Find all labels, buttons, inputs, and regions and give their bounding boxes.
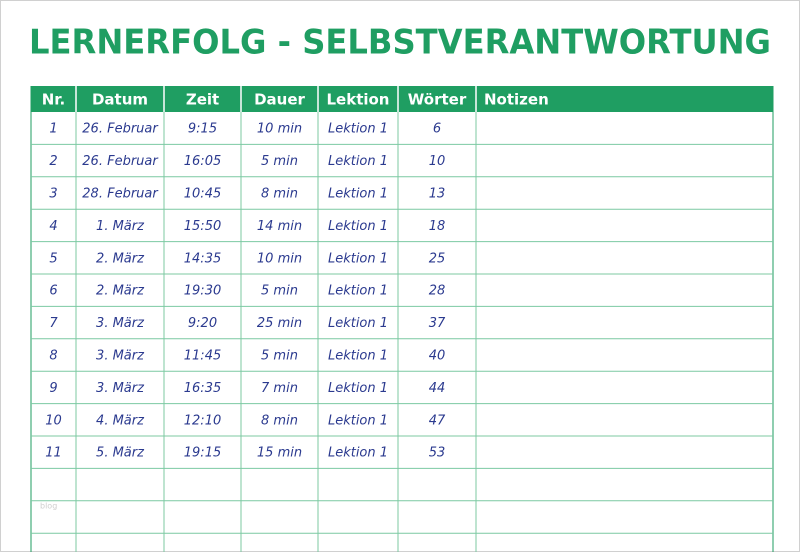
cell: 5 min bbox=[261, 349, 298, 364]
cell: 5. März bbox=[96, 446, 145, 461]
cell: 10 bbox=[429, 154, 446, 169]
cell: 8 min bbox=[261, 413, 298, 428]
cell: 16:35 bbox=[184, 381, 221, 396]
cell: Lektion 1 bbox=[328, 122, 388, 137]
column-header: Zeit bbox=[186, 91, 219, 109]
cell: Lektion 1 bbox=[328, 284, 388, 299]
cell: 28. Februar bbox=[82, 187, 159, 202]
cell: 26. Februar bbox=[82, 122, 159, 137]
cell: Lektion 1 bbox=[328, 219, 388, 234]
cell: 6 bbox=[433, 122, 441, 137]
cell: 9:15 bbox=[188, 122, 217, 137]
cell: 4 bbox=[49, 219, 57, 234]
cell: Lektion 1 bbox=[328, 413, 388, 428]
cell: 10 min bbox=[257, 122, 302, 137]
cell: 7 bbox=[49, 316, 58, 331]
cell: 8 bbox=[49, 349, 57, 364]
cell: 1 bbox=[49, 122, 57, 137]
cell: 19:30 bbox=[184, 284, 221, 299]
cell: Lektion 1 bbox=[328, 446, 388, 461]
cell: 11 bbox=[45, 446, 62, 461]
cell: 9:20 bbox=[188, 316, 217, 331]
column-header: Notizen bbox=[484, 91, 549, 109]
cell: 10 min bbox=[257, 251, 302, 266]
column-header: Lektion bbox=[326, 91, 389, 109]
cell: 3. März bbox=[96, 316, 145, 331]
cell: Lektion 1 bbox=[328, 154, 388, 169]
cell: 3. März bbox=[96, 349, 145, 364]
cell: 53 bbox=[429, 446, 446, 461]
cell: Lektion 1 bbox=[328, 349, 388, 364]
cell: 25 bbox=[429, 251, 446, 266]
cell: 10 bbox=[45, 413, 62, 428]
cell: 6 bbox=[49, 284, 57, 299]
cell: 14:35 bbox=[184, 251, 221, 266]
column-header: Datum bbox=[92, 91, 148, 109]
cell: 15:50 bbox=[184, 219, 221, 234]
cell: 5 bbox=[49, 251, 57, 266]
cell: 3. März bbox=[96, 381, 145, 396]
cell: 19:15 bbox=[184, 446, 221, 461]
cell: 8 min bbox=[261, 187, 298, 202]
cell: Lektion 1 bbox=[328, 316, 388, 331]
cell: 9 bbox=[49, 381, 57, 396]
cell: 25 min bbox=[257, 316, 302, 331]
cell: 4. März bbox=[96, 413, 145, 428]
cell: 12:10 bbox=[184, 413, 221, 428]
column-header: Dauer bbox=[254, 91, 305, 109]
cell: 5 min bbox=[261, 284, 298, 299]
cell: 14 min bbox=[257, 219, 302, 234]
cell: Lektion 1 bbox=[328, 381, 388, 396]
cell: Lektion 1 bbox=[328, 251, 388, 266]
cell: 16:05 bbox=[184, 154, 221, 169]
cell: 18 bbox=[429, 219, 446, 234]
cell: 40 bbox=[429, 349, 446, 364]
cell: 10:45 bbox=[184, 187, 221, 202]
cell: 2. März bbox=[96, 251, 145, 266]
title: LERNERFOLG - SELBSTVERANTWORTUNG bbox=[29, 23, 771, 63]
cell: 3 bbox=[49, 187, 57, 202]
cell: 2 bbox=[49, 154, 57, 169]
watermark: blog bbox=[40, 502, 57, 511]
header-row bbox=[31, 86, 773, 112]
cell: 11:45 bbox=[184, 349, 221, 364]
column-header: Nr. bbox=[42, 91, 66, 109]
cell: 26. Februar bbox=[82, 154, 159, 169]
cell: 5 min bbox=[261, 154, 298, 169]
cell: 47 bbox=[429, 413, 446, 428]
cell: Lektion 1 bbox=[328, 187, 388, 202]
cell: 2. März bbox=[96, 284, 145, 299]
cell: 37 bbox=[429, 316, 446, 331]
column-header: Wörter bbox=[408, 91, 467, 109]
cell: 28 bbox=[429, 284, 446, 299]
cell: 44 bbox=[429, 381, 446, 396]
cell: 13 bbox=[429, 187, 446, 202]
cell: 1. März bbox=[96, 219, 145, 234]
cell: 7 min bbox=[261, 381, 298, 396]
cell: 15 min bbox=[257, 446, 302, 461]
